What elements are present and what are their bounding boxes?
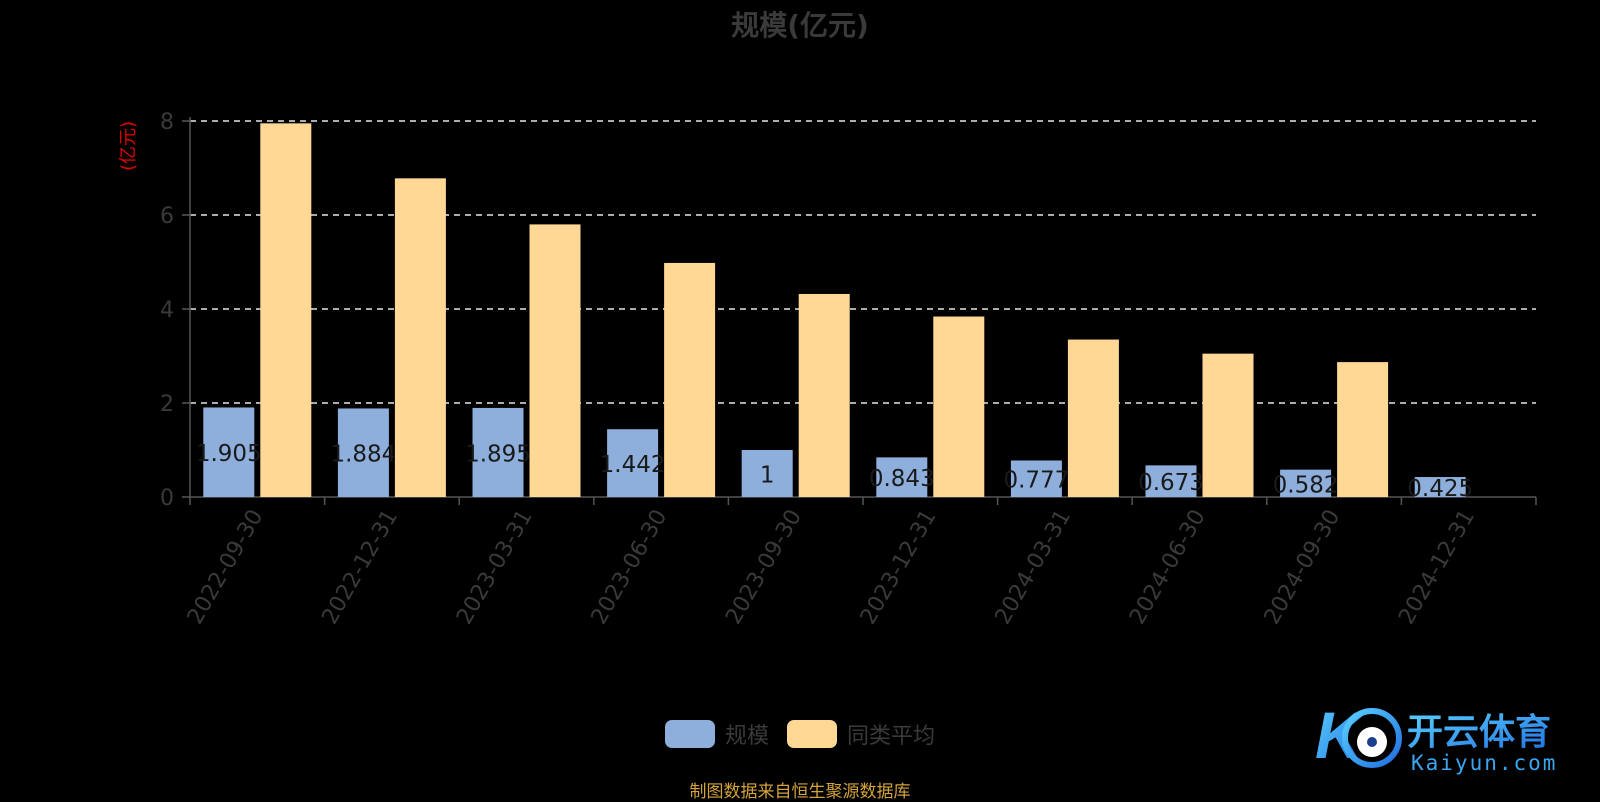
y-axis-label: (亿元) [118,121,139,171]
x-tick-label: 2024-12-31 [1394,506,1480,629]
legend-swatch-scale [664,720,715,748]
data-label-scale: 0.425 [1407,476,1473,502]
watermark-brand: 开云体育 [1407,712,1551,753]
bar-peer-average [1337,362,1389,497]
bar-scale [607,429,659,497]
bar-scale [203,407,255,497]
legend-item-scale[interactable]: 规模 [664,718,769,750]
y-tick-label: 6 [160,204,174,229]
bar-peer-average [798,293,850,497]
watermark-logo: K 开云体育 Kaiyun.com [1315,700,1557,775]
legend-label-peer-average: 同类平均 [847,724,936,749]
data-label-scale: 1.905 [196,441,262,467]
data-source-note: 制图数据来自恒生聚源数据库 [689,782,911,802]
y-tick-label: 2 [160,392,174,417]
bar-peer-average [933,316,985,497]
y-tick-label: 0 [160,486,174,511]
x-tick-label: 2024-03-31 [991,506,1077,629]
bar-scale [337,408,389,497]
bar-peer-average [1202,353,1254,497]
bar-peer-average [394,178,446,497]
x-tick-label: 2024-06-30 [1125,506,1211,629]
bar-scale [1145,465,1197,497]
bar-scale [1280,469,1332,497]
bar-scale [1414,477,1466,497]
data-label-scale: 1.442 [600,452,666,478]
data-labels: 1.905 1.884 1.895 1.442 1 0.843 0.777 0.673 0.58… [196,441,1473,502]
data-label-scale: 1.884 [330,442,396,468]
bar-peer-average [529,224,581,497]
data-label-scale: 0.673 [1138,470,1204,496]
legend-item-peer-average[interactable]: 同类平均 [787,718,935,750]
x-tick-label: 2022-09-30 [183,506,269,629]
gridlines [190,120,1536,404]
data-label-scale: 1 [760,463,775,489]
x-tick-label: 2023-09-30 [721,506,807,629]
x-tick-label: 2023-06-30 [587,506,673,629]
data-label-scale: 0.582 [1273,472,1339,498]
bar-peer-average [664,262,716,497]
legend-swatch-peer-average [787,720,837,748]
y-tick-label: 4 [160,298,174,323]
bar-scale [876,457,928,497]
data-label-scale: 0.843 [869,466,935,492]
bar-peer-average [260,123,312,497]
data-label-scale: 0.777 [1003,468,1069,494]
x-tick-label: 2023-03-31 [452,506,538,629]
y-tick-label: 8 [160,110,174,135]
bar-scale [1010,460,1062,497]
data-label-scale: 1.895 [465,441,531,467]
chart-title: 规模(亿元) [731,9,869,42]
legend-label-scale: 规模 [724,724,769,749]
x-tick-label: 2023-12-31 [856,506,942,629]
legend: 规模 同类平均 [0,718,1600,750]
bar-scale [472,407,524,497]
x-tick-label: 2022-12-31 [318,506,404,629]
bars [203,123,1466,497]
bar-peer-average [1067,339,1119,497]
bar-scale [741,450,793,497]
watermark-url: Kaiyun.com [1411,751,1557,775]
x-tick-label: 2024-09-30 [1260,506,1346,629]
